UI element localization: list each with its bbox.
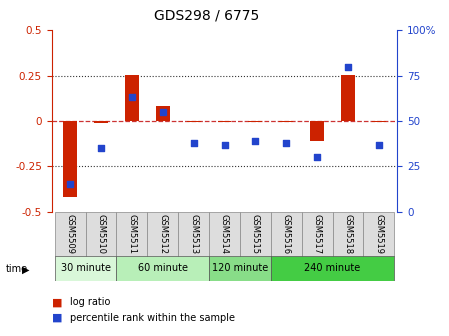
Point — [252, 138, 259, 143]
Bar — [218, 121, 231, 122]
Point — [221, 142, 228, 147]
Text: GSM5510: GSM5510 — [97, 214, 106, 254]
Point — [375, 142, 383, 147]
Bar — [209, 212, 240, 257]
Text: log ratio: log ratio — [70, 297, 111, 307]
Bar — [279, 121, 293, 122]
Text: GSM5511: GSM5511 — [128, 214, 136, 254]
Text: GSM5513: GSM5513 — [189, 214, 198, 254]
Bar — [302, 212, 333, 257]
Bar — [240, 212, 271, 257]
Text: time: time — [6, 264, 28, 274]
Bar — [178, 212, 209, 257]
Bar — [372, 121, 386, 122]
Point — [313, 155, 321, 160]
Text: 30 minute: 30 minute — [61, 263, 110, 274]
Text: GDS298 / 6775: GDS298 / 6775 — [154, 8, 259, 23]
Text: GSM5512: GSM5512 — [158, 214, 167, 254]
Point — [66, 182, 74, 187]
Bar — [248, 121, 262, 122]
Bar — [271, 212, 302, 257]
Point — [159, 109, 166, 115]
Point — [97, 145, 105, 151]
Bar — [116, 212, 147, 257]
Point — [190, 140, 197, 145]
Text: 60 minute: 60 minute — [138, 263, 188, 274]
Text: GSM5519: GSM5519 — [374, 214, 383, 254]
Bar — [94, 121, 108, 123]
Text: ▶: ▶ — [22, 264, 29, 275]
Bar — [310, 121, 324, 141]
Bar — [341, 75, 355, 121]
Point — [283, 140, 290, 145]
Text: GSM5516: GSM5516 — [282, 214, 291, 254]
Bar — [116, 256, 209, 281]
Bar — [147, 212, 178, 257]
Bar — [55, 212, 86, 257]
Bar — [271, 256, 394, 281]
Text: percentile rank within the sample: percentile rank within the sample — [70, 312, 235, 323]
Text: 120 minute: 120 minute — [212, 263, 268, 274]
Bar — [156, 106, 170, 121]
Point — [344, 64, 352, 69]
Text: 240 minute: 240 minute — [304, 263, 361, 274]
Bar — [125, 75, 139, 121]
Bar — [333, 212, 363, 257]
Bar — [363, 212, 394, 257]
Text: GSM5515: GSM5515 — [251, 214, 260, 254]
Text: ■: ■ — [52, 312, 62, 323]
Text: GSM5514: GSM5514 — [220, 214, 229, 254]
Text: GSM5518: GSM5518 — [343, 214, 352, 254]
Text: GSM5517: GSM5517 — [313, 214, 321, 254]
Bar — [63, 121, 77, 197]
Text: ■: ■ — [52, 297, 62, 307]
Bar — [86, 212, 116, 257]
Bar — [209, 256, 271, 281]
Text: GSM5509: GSM5509 — [66, 214, 75, 254]
Bar — [187, 121, 201, 122]
Bar — [55, 256, 116, 281]
Point — [128, 95, 136, 100]
